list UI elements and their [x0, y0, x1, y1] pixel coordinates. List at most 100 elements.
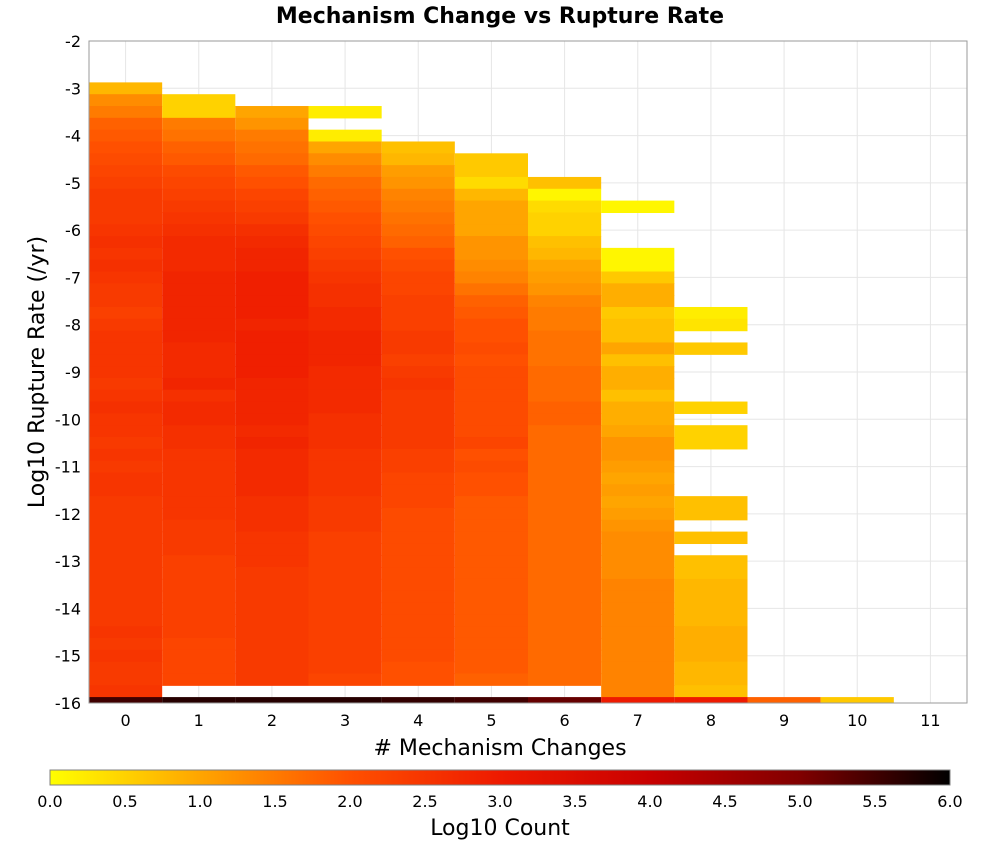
heatmap-cell	[601, 661, 675, 675]
heatmap-cell	[454, 259, 528, 273]
colorbar-tick-label: 6.0	[937, 792, 962, 811]
heatmap-cell	[381, 448, 455, 462]
heatmap-cell	[235, 236, 309, 249]
heatmap-cell	[308, 153, 382, 166]
heatmap-cell	[674, 649, 748, 663]
heatmap-cell	[454, 236, 528, 249]
heatmap-cell	[381, 342, 455, 355]
heatmap-cell	[528, 496, 602, 509]
heatmap-cell	[528, 377, 602, 391]
heatmap-cell	[528, 283, 602, 296]
heatmap-cell	[381, 318, 455, 332]
heatmap-cell	[235, 377, 309, 391]
heatmap-cell	[162, 602, 236, 615]
heatmap-cell	[381, 283, 455, 296]
heatmap-cell	[528, 176, 602, 190]
heatmap-cell	[308, 413, 382, 426]
heatmap-cell	[454, 377, 528, 391]
heatmap-cell	[308, 507, 382, 521]
heatmap-cell	[89, 484, 163, 497]
heatmap-cell	[162, 472, 236, 485]
y-tick-label: -15	[55, 647, 81, 666]
heatmap-cell	[162, 283, 236, 296]
heatmap-cell	[162, 271, 236, 284]
heatmap-cell	[162, 247, 236, 261]
heatmap-cell	[162, 507, 236, 521]
heatmap-cell	[89, 590, 163, 604]
heatmap-cell	[381, 626, 455, 639]
heatmap-cell	[528, 330, 602, 344]
heatmap-cell	[235, 661, 309, 675]
heatmap-cell	[454, 567, 528, 580]
heatmap-cell	[381, 637, 455, 651]
heatmap-cell	[454, 176, 528, 190]
colorbar-tick-label: 1.0	[187, 792, 212, 811]
heatmap-cell	[308, 342, 382, 355]
heatmap-cell	[162, 637, 236, 651]
heatmap-cell	[454, 425, 528, 438]
colorbar-tick-label: 5.5	[862, 792, 887, 811]
heatmap-cell	[308, 661, 382, 675]
heatmap-cell	[528, 425, 602, 438]
heatmap-cell	[454, 496, 528, 509]
heatmap-cell	[308, 484, 382, 497]
heatmap-cell	[674, 342, 748, 355]
heatmap-cell	[89, 247, 163, 261]
heatmap-cell	[235, 543, 309, 556]
heatmap-cell	[601, 354, 675, 367]
x-tick-label: 3	[340, 711, 350, 730]
heatmap-cell	[162, 153, 236, 166]
y-tick-label: -2	[65, 32, 81, 51]
heatmap-cell	[528, 342, 602, 355]
heatmap-cell	[674, 401, 748, 414]
heatmap-cell	[601, 425, 675, 438]
heatmap-cell	[89, 188, 163, 202]
heatmap-cell	[381, 247, 455, 261]
heatmap-cell	[89, 224, 163, 237]
heatmap-cell	[89, 507, 163, 521]
heatmap-cell	[89, 94, 163, 107]
y-tick-label: -16	[55, 694, 81, 713]
heatmap-cell	[308, 259, 382, 273]
heatmap-cell	[235, 401, 309, 414]
heatmap-cell	[89, 602, 163, 615]
heatmap-cell	[601, 377, 675, 391]
heatmap-cell	[454, 318, 528, 332]
heatmap-cell	[162, 460, 236, 474]
heatmap-cell	[235, 354, 309, 367]
heatmap-cell	[89, 306, 163, 320]
heatmap-cell	[235, 188, 309, 202]
heatmap-cell	[454, 342, 528, 355]
heatmap-cell	[308, 626, 382, 639]
heatmap-cell	[162, 259, 236, 273]
heatmap-cell	[528, 661, 602, 675]
heatmap-cell	[235, 271, 309, 284]
heatmap-cell	[308, 366, 382, 379]
heatmap-cell	[235, 247, 309, 261]
heatmap-cell	[528, 507, 602, 521]
heatmap-cell	[601, 306, 675, 320]
heatmap-cell	[89, 200, 163, 214]
heatmap-cell	[601, 590, 675, 604]
heatmap-cell	[674, 673, 748, 686]
heatmap-cell	[528, 543, 602, 556]
heatmap-cell	[308, 555, 382, 568]
heatmap-cell	[601, 389, 675, 403]
heatmap-cell	[89, 460, 163, 474]
heatmap-cell	[89, 472, 163, 485]
heatmap-cell	[308, 236, 382, 249]
heatmap-cell	[381, 555, 455, 568]
heatmap-cell	[162, 318, 236, 332]
heatmap-cell	[235, 212, 309, 225]
heatmap-cell	[235, 366, 309, 379]
heatmap-cell	[528, 437, 602, 450]
heatmap-cell	[381, 567, 455, 580]
heatmap-cell	[381, 401, 455, 414]
heatmap-cell	[89, 82, 163, 95]
y-tick-label: -6	[65, 221, 81, 240]
heatmap-cell	[601, 626, 675, 639]
heatmap-cell	[89, 649, 163, 663]
heatmap-cell	[674, 318, 748, 332]
heatmap-cell	[162, 413, 236, 426]
heatmap-cell	[235, 578, 309, 592]
